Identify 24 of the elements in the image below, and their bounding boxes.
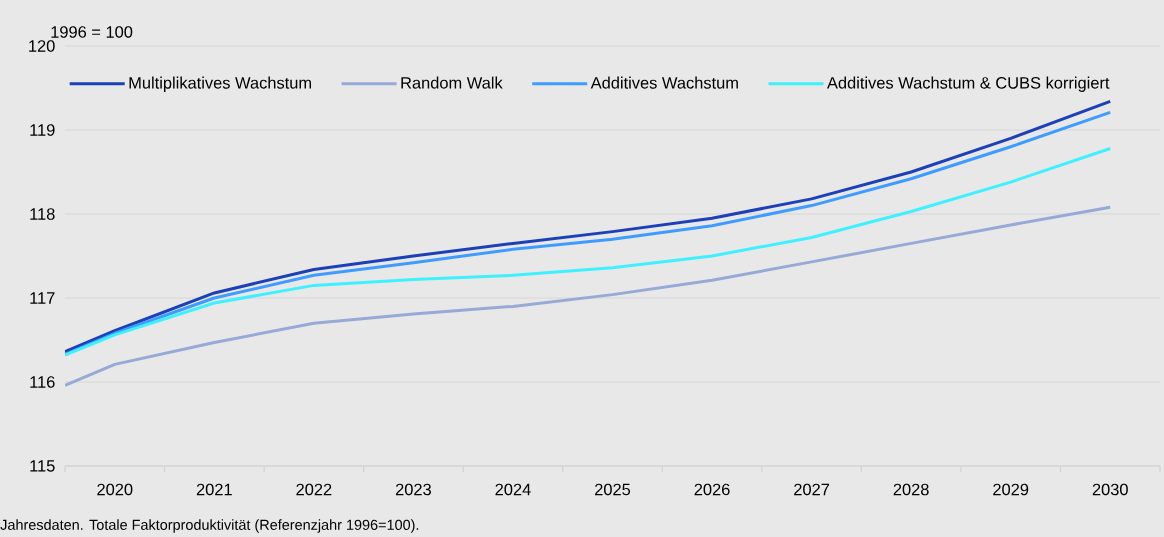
y-tick-label: 118: [30, 208, 55, 220]
y-tick-label: 115: [30, 460, 55, 472]
x-tick-label: 2024: [495, 483, 531, 496]
y-axis-title: 1996 = 100: [51, 26, 133, 38]
x-tick-label: 2026: [694, 483, 730, 496]
y-tick-label: 117: [30, 292, 55, 304]
text: Jahresdaten. Totale Faktorproduktivität (Referenzjahr 1996=100).: [0, 519, 419, 533]
x-tick-label: 2020: [97, 483, 133, 496]
y-tick-label: 119: [30, 124, 55, 136]
line-series: [65, 205, 1112, 387]
x-tick-label: 2025: [595, 483, 631, 496]
x-tick-label: 2022: [296, 483, 332, 496]
x-tick-label: 2027: [794, 483, 830, 496]
legend-label: Multiplikatives Wachstum: [129, 76, 311, 92]
legend-label: Additives Wachstum: [590, 76, 738, 89]
x-tick-label: 2021: [196, 483, 232, 496]
legend-label: Random Walk: [401, 76, 503, 89]
legend-label: Additives Wachstum & CUBS korrigiert: [827, 76, 1110, 92]
x-tick-label: 2023: [395, 483, 431, 496]
y-tick-label: 120: [29, 40, 55, 52]
y-tick-label: 116: [30, 376, 55, 388]
x-tick-label: 2030: [1092, 483, 1128, 496]
x-tick-label: 2029: [993, 483, 1029, 496]
x-tick-label: 2028: [893, 483, 929, 496]
